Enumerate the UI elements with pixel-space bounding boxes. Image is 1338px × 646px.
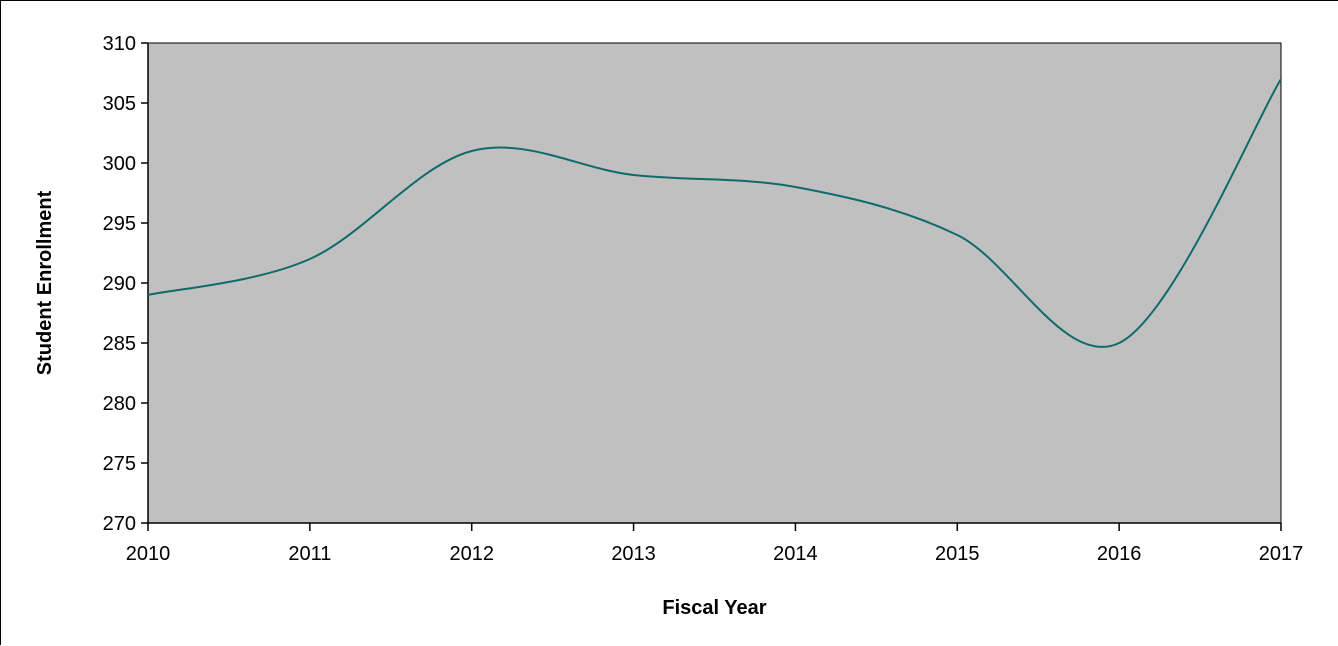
series-line bbox=[147, 78, 1282, 348]
x-tick-label: 2017 bbox=[1259, 543, 1304, 565]
plot-area bbox=[147, 42, 1282, 524]
x-tick-label: 2012 bbox=[449, 543, 494, 565]
y-tick-label: 310 bbox=[103, 33, 136, 55]
y-axis-ticks: 270 275 280 285 290 295 300 305 310 bbox=[103, 33, 148, 535]
x-tick-label: 2010 bbox=[126, 543, 171, 565]
y-tick-label: 300 bbox=[103, 153, 136, 175]
y-tick-label: 285 bbox=[103, 333, 136, 355]
y-tick-label: 270 bbox=[103, 513, 136, 535]
x-tick-label: 2014 bbox=[773, 543, 818, 565]
x-axis-title: Fiscal Year bbox=[662, 597, 766, 619]
y-tick-label: 290 bbox=[103, 273, 136, 295]
x-tick-label: 2013 bbox=[611, 543, 656, 565]
x-tick-label: 2011 bbox=[288, 543, 331, 565]
x-axis-ticks: 2010 2011 2012 2013 2014 2015 2016 2017 bbox=[126, 523, 1304, 565]
y-tick-label: 275 bbox=[103, 453, 136, 475]
y-axis-title: Student Enrollment bbox=[34, 190, 56, 375]
y-tick-label: 280 bbox=[103, 393, 136, 415]
x-tick-label: 2015 bbox=[935, 543, 980, 565]
y-tick-label: 305 bbox=[103, 93, 136, 115]
x-tick-label: 2016 bbox=[1097, 543, 1142, 565]
y-tick-label: 295 bbox=[103, 213, 136, 235]
